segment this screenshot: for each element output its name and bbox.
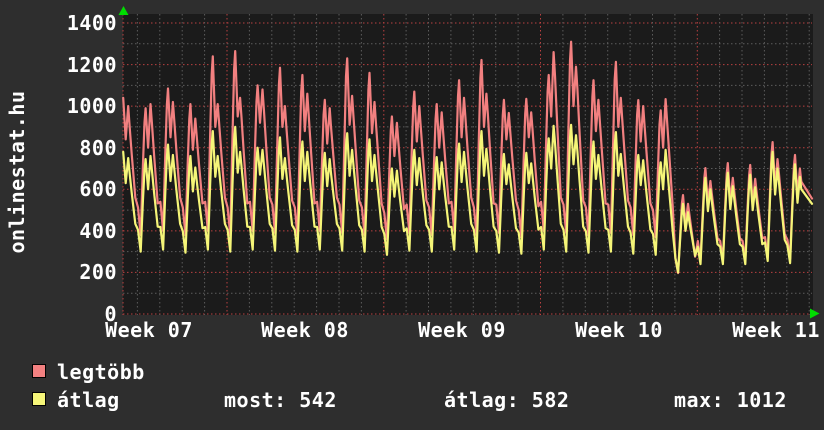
x-axis-tick-label: Week 11 — [732, 318, 820, 342]
legend-swatch-icon — [32, 364, 46, 378]
x-axis-tick-label: Week 09 — [418, 318, 506, 342]
y-axis-tick-label: 600 — [79, 177, 117, 201]
series-line-tlag — [122, 123, 814, 274]
y-axis-tick-label: 800 — [79, 136, 117, 160]
x-axis-tick-label: Week 10 — [575, 318, 663, 342]
stat-0: most: 542 — [224, 388, 337, 412]
stat-1: átlag: 582 — [444, 388, 570, 412]
legend-label: átlag — [57, 388, 120, 412]
x-axis-tick-label: Week 07 — [105, 318, 193, 342]
y-axis-tick-label: 200 — [79, 260, 117, 284]
legend-label: legtöbb — [57, 360, 145, 384]
y-axis-tick-label: 1400 — [66, 11, 117, 35]
x-axis-arrow-icon — [810, 308, 820, 319]
y-axis-arrow-icon — [118, 6, 129, 15]
y-axis-tick-label: 1200 — [66, 53, 117, 77]
y-axis-tick-label: 0 — [104, 302, 117, 326]
y-axis-tick-label: 1000 — [66, 94, 117, 118]
legend-swatch-icon — [32, 392, 46, 406]
stat-2: max: 1012 — [674, 388, 787, 412]
x-axis-tick-label: Week 08 — [261, 318, 349, 342]
y-axis-tick-label: 400 — [79, 219, 117, 243]
